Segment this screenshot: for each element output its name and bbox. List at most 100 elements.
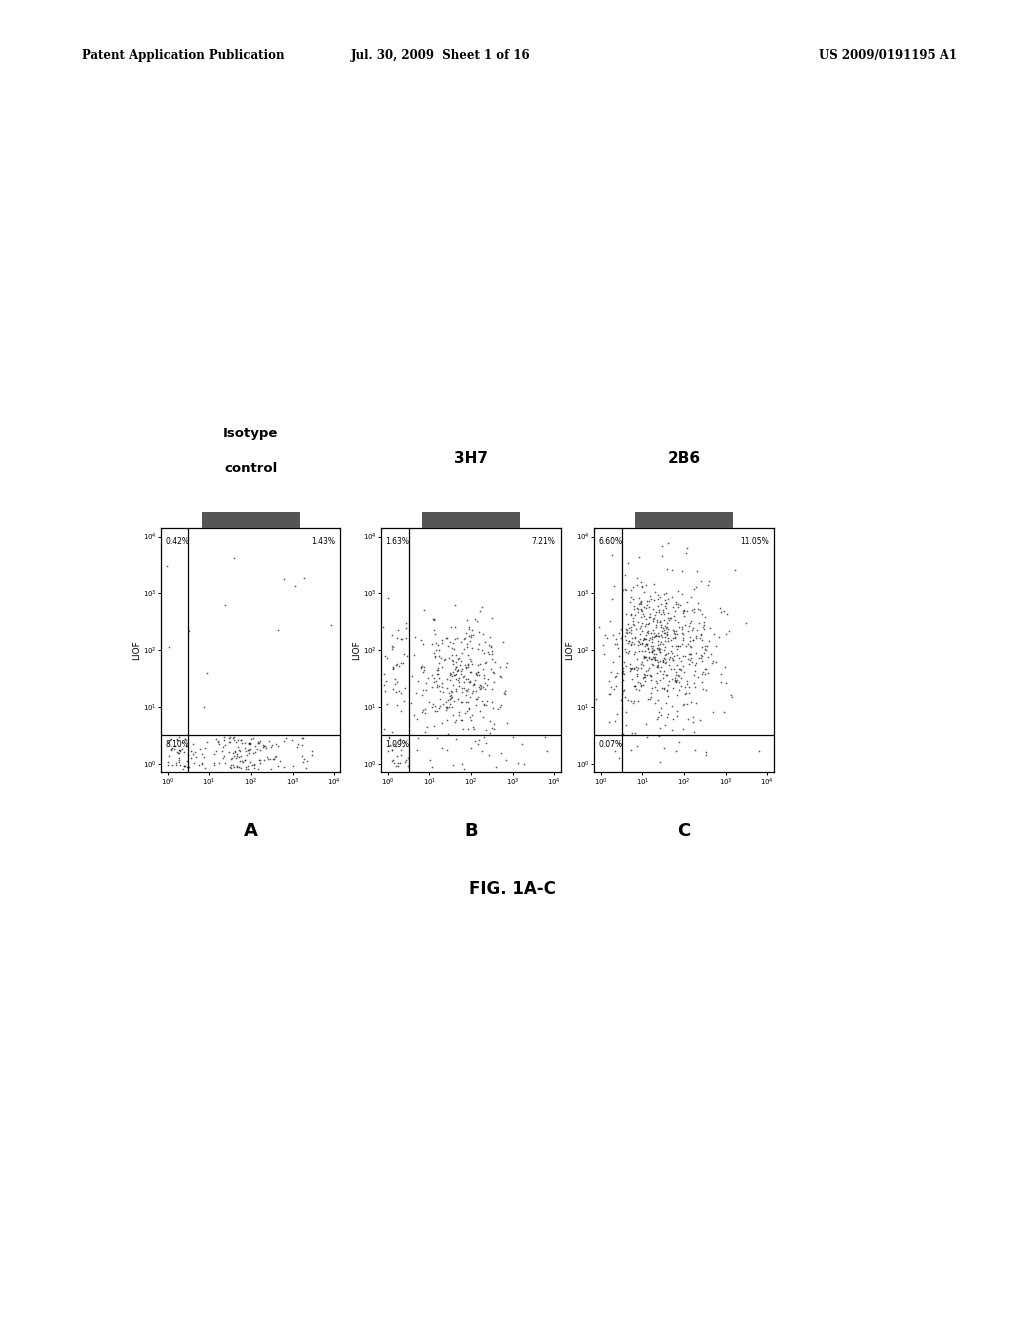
Point bbox=[431, 639, 447, 660]
Point bbox=[181, 620, 198, 642]
Point bbox=[648, 663, 665, 684]
Point bbox=[634, 577, 650, 598]
Point bbox=[674, 583, 690, 605]
Point bbox=[447, 709, 464, 730]
Point bbox=[638, 574, 654, 595]
Point bbox=[642, 688, 658, 709]
Point bbox=[671, 680, 687, 701]
Point bbox=[269, 735, 286, 756]
Point bbox=[649, 611, 666, 632]
Point bbox=[676, 605, 692, 626]
Point bbox=[246, 754, 262, 775]
Point bbox=[624, 579, 640, 601]
Point bbox=[252, 730, 268, 751]
Point bbox=[711, 627, 727, 648]
Point bbox=[442, 688, 459, 709]
Point bbox=[454, 659, 470, 680]
Text: B: B bbox=[464, 822, 478, 841]
Point bbox=[215, 730, 231, 751]
Point bbox=[647, 647, 664, 668]
Point bbox=[393, 652, 410, 673]
Point bbox=[234, 752, 251, 774]
Point bbox=[416, 660, 432, 681]
Point bbox=[674, 560, 690, 581]
Point bbox=[493, 696, 509, 717]
Point bbox=[470, 653, 486, 675]
Point bbox=[633, 591, 649, 612]
Point bbox=[634, 640, 650, 661]
Point bbox=[386, 734, 402, 755]
Point bbox=[177, 729, 194, 750]
Point bbox=[444, 661, 461, 682]
Point bbox=[466, 673, 482, 694]
Point bbox=[240, 758, 256, 779]
Point bbox=[389, 627, 406, 648]
Point bbox=[652, 704, 669, 725]
Point bbox=[384, 638, 400, 659]
Point bbox=[675, 601, 691, 622]
Point bbox=[454, 651, 470, 672]
Point bbox=[613, 697, 630, 718]
Point bbox=[438, 692, 455, 713]
Point bbox=[471, 622, 487, 643]
Point bbox=[643, 653, 659, 675]
Point bbox=[244, 755, 260, 776]
Point bbox=[633, 590, 649, 611]
Point bbox=[477, 719, 494, 741]
Point bbox=[484, 718, 501, 739]
Point bbox=[608, 665, 625, 686]
Point bbox=[429, 727, 445, 748]
Point bbox=[241, 734, 257, 755]
Point bbox=[712, 598, 728, 619]
Point bbox=[439, 628, 456, 649]
Text: control: control bbox=[224, 462, 278, 475]
Point bbox=[663, 630, 679, 651]
Point bbox=[465, 681, 481, 702]
Point bbox=[434, 630, 451, 651]
Point bbox=[604, 544, 621, 565]
Point bbox=[620, 619, 636, 640]
Point bbox=[632, 618, 648, 639]
Point bbox=[434, 632, 451, 653]
Point bbox=[656, 619, 673, 640]
Point bbox=[386, 668, 402, 689]
Point bbox=[449, 663, 465, 684]
Point bbox=[635, 667, 651, 688]
Point bbox=[476, 642, 493, 663]
Point bbox=[428, 671, 444, 692]
Point bbox=[660, 602, 677, 623]
Point bbox=[639, 726, 655, 747]
Point bbox=[651, 611, 668, 632]
Point bbox=[633, 653, 649, 675]
Point bbox=[684, 599, 700, 620]
Point bbox=[447, 678, 464, 700]
Point bbox=[623, 616, 639, 638]
Point bbox=[390, 752, 407, 774]
Point bbox=[479, 642, 496, 663]
Point bbox=[673, 660, 689, 681]
Point bbox=[217, 595, 233, 616]
Point bbox=[612, 619, 629, 640]
Point bbox=[447, 729, 464, 750]
Point bbox=[654, 545, 671, 566]
Point bbox=[678, 635, 694, 656]
Point bbox=[622, 631, 638, 652]
Point bbox=[647, 649, 664, 671]
Point bbox=[323, 614, 339, 635]
Point bbox=[706, 623, 722, 644]
Point bbox=[634, 576, 650, 597]
Point bbox=[652, 656, 669, 677]
Point bbox=[642, 585, 658, 606]
Point bbox=[394, 628, 411, 649]
Point bbox=[650, 706, 667, 727]
Point bbox=[414, 655, 430, 676]
Point bbox=[662, 648, 678, 669]
Point bbox=[675, 656, 691, 677]
Point bbox=[685, 630, 701, 651]
Point bbox=[211, 752, 227, 774]
Point bbox=[644, 626, 660, 647]
Point bbox=[230, 747, 247, 768]
Point bbox=[626, 595, 642, 616]
Point bbox=[245, 727, 261, 748]
Point bbox=[233, 733, 250, 754]
